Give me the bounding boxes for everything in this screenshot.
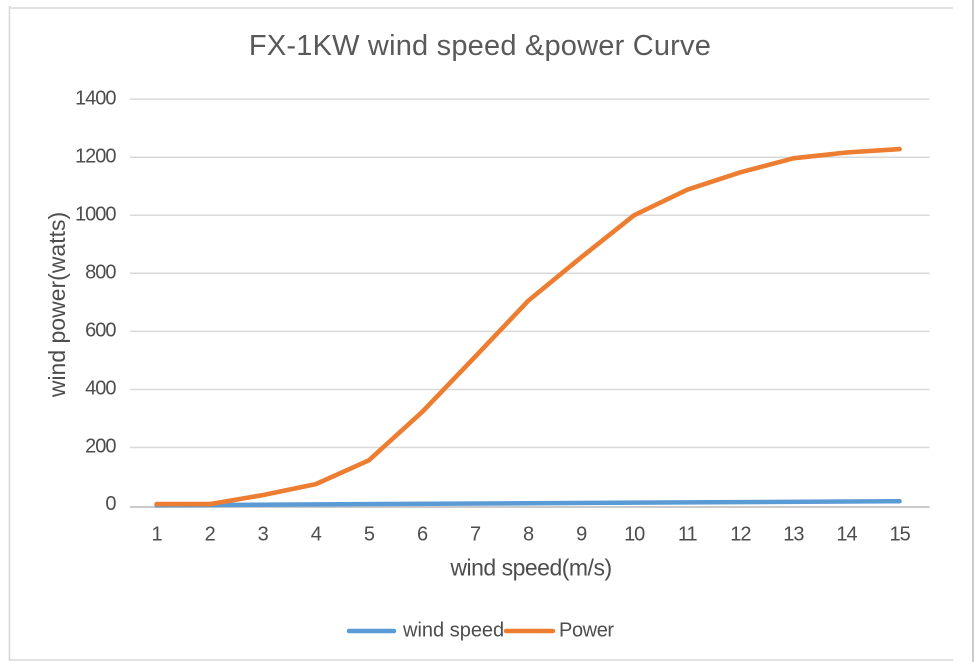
svg-text:6: 6 <box>417 524 428 546</box>
svg-text:13: 13 <box>783 524 804 546</box>
svg-text:800: 800 <box>85 262 116 284</box>
svg-text:14: 14 <box>836 524 857 546</box>
svg-text:4: 4 <box>311 524 322 546</box>
svg-text:wind power(watts): wind power(watts) <box>44 212 70 398</box>
svg-text:9: 9 <box>576 524 587 546</box>
svg-text:200: 200 <box>85 436 116 458</box>
svg-text:wind speed(m/s): wind speed(m/s) <box>449 555 611 581</box>
svg-text:FX-1KW wind speed &power Curve: FX-1KW wind speed &power Curve <box>249 30 711 62</box>
svg-text:1400: 1400 <box>75 87 116 109</box>
svg-text:8: 8 <box>523 524 534 546</box>
svg-text:5: 5 <box>364 524 375 546</box>
svg-text:7: 7 <box>470 524 481 546</box>
svg-text:12: 12 <box>730 524 751 546</box>
svg-text:2: 2 <box>205 524 216 546</box>
svg-text:15: 15 <box>889 524 910 546</box>
svg-text:1: 1 <box>152 524 163 546</box>
svg-text:0: 0 <box>105 493 116 515</box>
svg-text:3: 3 <box>258 524 269 546</box>
svg-text:1000: 1000 <box>75 203 116 225</box>
svg-text:wind speed: wind speed <box>402 620 504 642</box>
svg-text:Power: Power <box>559 620 614 642</box>
svg-text:1200: 1200 <box>75 145 116 167</box>
svg-text:11: 11 <box>678 524 698 546</box>
svg-text:10: 10 <box>624 524 645 546</box>
svg-text:400: 400 <box>85 378 116 400</box>
svg-text:600: 600 <box>85 320 116 342</box>
